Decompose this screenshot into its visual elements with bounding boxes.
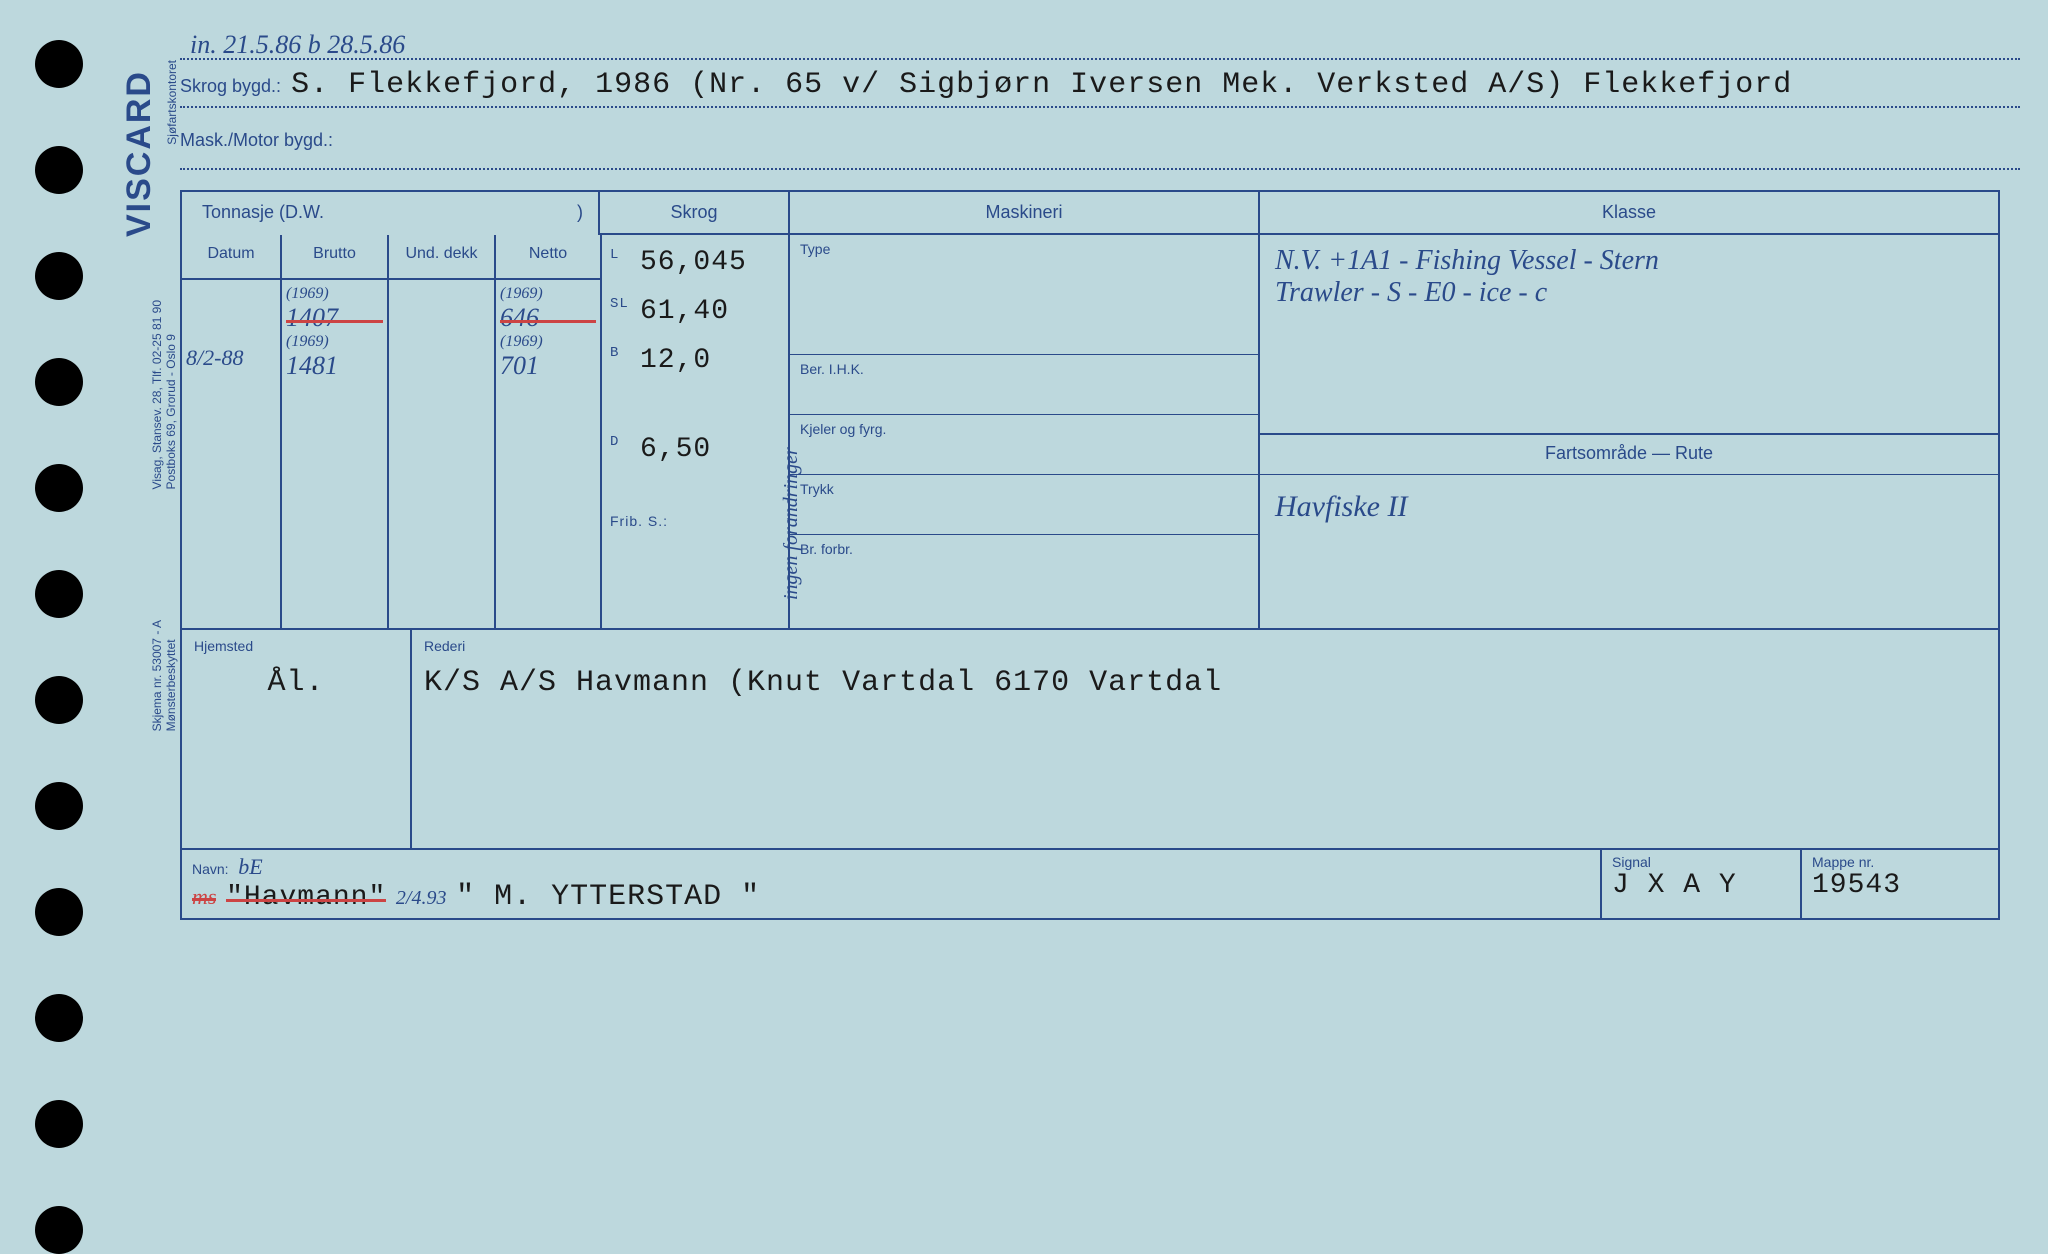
signal-cell: Signal J X A Y [1602, 850, 1802, 918]
col-und: Und. dekk [389, 235, 496, 280]
rederi-value: K/S A/S Havmann (Knut Vartdal 6170 Vartd… [424, 666, 1990, 700]
klasse-text: N.V. +1A1 - Fishing Vessel - Stern Trawl… [1260, 235, 1998, 435]
top-dates: in. 21.5.86 b 28.5.86 [190, 30, 405, 59]
maskineri-body: Type Ber. I.H.K. Kjeler og fyrg. Trykk B… [790, 235, 1260, 630]
name-row: Navn: bE ms "Havmann" 2/4.93 " M. YTTERS… [180, 850, 2000, 920]
col-netto: Netto [496, 235, 602, 280]
mappe-cell: Mappe nr. 19543 [1802, 850, 2002, 918]
dim-D: 6,50 [640, 434, 711, 465]
type-label: Type [800, 241, 830, 257]
binder-holes [35, 40, 83, 1254]
maskineri-header: Maskineri [790, 190, 1260, 235]
mask-motor-label: Mask./Motor bygd.: [180, 130, 333, 150]
br-label: Br. forbr. [800, 541, 853, 557]
side-top-right: Sjøfartskontoret [165, 60, 179, 145]
farts-header: Fartsområde — Rute [1260, 435, 1998, 475]
skrog-body: L56,045 SL61,40 B12,0 D6,50 Frib. S.: [600, 235, 790, 630]
old-name: "Havmann" [226, 882, 386, 913]
dim-L: 56,045 [640, 247, 747, 278]
skrog-bygd-row: Skrog bygd.: S. Flekkefjord, 1986 (Nr. 6… [180, 68, 2020, 108]
mask-motor-row: Mask./Motor bygd.: [180, 130, 2020, 170]
side-form: Skjema nr. 53007 - A Mønsterbeskyttet [150, 620, 178, 731]
signal-value: J X A Y [1612, 870, 1790, 901]
rederi-cell: Rederi K/S A/S Havmann (Knut Vartdal 617… [412, 630, 2002, 848]
hjemsted-cell: Hjemsted Ål. [182, 630, 412, 848]
col-brutto: Brutto [282, 235, 389, 280]
dim-B: 12,0 [640, 345, 711, 376]
skrog-header: Skrog [600, 190, 790, 235]
skrog-bygd-label: Skrog bygd.: [180, 76, 281, 97]
new-name: " M. YTTERSTAD " [456, 880, 760, 914]
tonnasje-header: Tonnasje (D.W. ) [180, 190, 600, 235]
tonnasje-subheader: Datum Brutto Und. dekk Netto [180, 235, 600, 280]
side-brand: VISCARD [120, 70, 159, 237]
col-datum: Datum [182, 235, 282, 280]
kjeler-label: Kjeler og fyrg. [800, 421, 886, 437]
old-prefix: ms [192, 884, 216, 909]
farts-value: Havfiske II [1260, 475, 1998, 539]
mappe-value: 19543 [1812, 870, 1992, 901]
skrog-bygd-value: S. Flekkefjord, 1986 (Nr. 65 v/ Sigbjørn… [291, 68, 1792, 102]
cell-datum: 8/2-88 [182, 280, 282, 628]
dim-SL: 61,40 [640, 296, 729, 327]
index-card: in. 21.5.86 b 28.5.86 Skrog bygd.: S. Fl… [180, 20, 2020, 920]
side-address: Visag, Stansev. 28, Tlf. 02-25 81 90 Pos… [150, 300, 178, 489]
navn-cell: Navn: bE ms "Havmann" 2/4.93 " M. YTTERS… [182, 850, 1602, 918]
frib-label: Frib. S.: [610, 513, 780, 529]
klasse-body: N.V. +1A1 - Fishing Vessel - Stern Trawl… [1260, 235, 2000, 630]
cell-und [389, 280, 496, 628]
hjemsted-value: Ål. [194, 666, 398, 700]
brand-text: VISCARD [120, 70, 158, 237]
trykk-label: Trykk [800, 481, 834, 497]
owner-grid: Hjemsted Ål. Rederi K/S A/S Havmann (Knu… [180, 630, 2000, 850]
cell-brutto: (1969) 1407 (1969) 1481 [282, 280, 389, 628]
tonnasje-body: 8/2-88 (1969) 1407 (1969) 1481 (1969) 64… [180, 280, 600, 630]
top-handwriting-row: in. 21.5.86 b 28.5.86 [180, 30, 2020, 60]
name-change-date: 2/4.93 [396, 887, 447, 909]
cell-netto: (1969) 646 (1969) 701 [496, 280, 602, 628]
klasse-header: Klasse [1260, 190, 2000, 235]
ber-label: Ber. I.H.K. [800, 361, 864, 377]
